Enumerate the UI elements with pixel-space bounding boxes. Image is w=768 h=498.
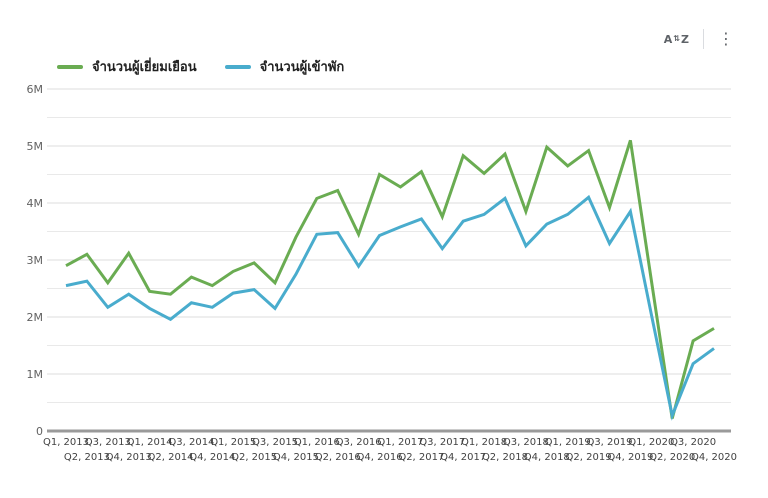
y-axis-tick-label: 2M xyxy=(27,311,44,324)
x-axis-tick-label: Q2, 2017 xyxy=(398,452,444,463)
legend-item-guests[interactable]: จำนวนผู้เข้าพัก xyxy=(224,56,345,77)
x-axis-tick-label: Q3, 2016 xyxy=(336,437,382,448)
y-axis-tick-label: 4M xyxy=(27,197,44,210)
x-axis-tick-label: Q1, 2016 xyxy=(294,437,340,448)
x-axis-tick-label: Q2, 2016 xyxy=(315,452,361,463)
x-axis-tick-label: Q1, 2013 xyxy=(43,437,89,448)
x-axis-tick-label: Q2, 2019 xyxy=(566,452,612,463)
sort-letter-z: Z xyxy=(681,32,689,46)
x-axis-tick-label: Q4, 2016 xyxy=(357,452,403,463)
series-line-visitors[interactable] xyxy=(65,139,715,419)
x-axis-tick-label: Q2, 2018 xyxy=(482,452,528,463)
kebab-menu-icon[interactable]: ⋮ xyxy=(714,29,738,49)
x-axis-tick-label: Q2, 2020 xyxy=(649,452,695,463)
legend-item-visitors[interactable]: จำนวนผู้เยี่ยมเยือน xyxy=(57,56,197,77)
x-axis-tick-label: Q3, 2017 xyxy=(419,437,465,448)
y-axis-tick-label: 5M xyxy=(27,140,44,153)
legend-label-visitors: จำนวนผู้เยี่ยมเยือน xyxy=(92,60,197,75)
x-axis-tick-label: Q4, 2015 xyxy=(273,452,319,463)
x-axis-tick-label: Q1, 2018 xyxy=(461,437,507,448)
y-axis-tick-label: 6M xyxy=(27,83,44,96)
x-axis-tick-label: Q4, 2013 xyxy=(106,452,152,463)
x-axis-tick-label: Q1, 2015 xyxy=(210,437,256,448)
chart-toolbar: A ⇅ Z ⋮ xyxy=(660,26,738,52)
x-axis-tick-label: Q3, 2015 xyxy=(252,437,298,448)
visitors-series-swatch xyxy=(57,64,83,69)
x-axis-tick-label: Q1, 2014 xyxy=(127,437,173,448)
y-axis-tick-label: 0 xyxy=(36,425,43,438)
x-axis-tick-label: Q2, 2013 xyxy=(64,452,110,463)
series-line-guests[interactable] xyxy=(65,194,715,421)
x-axis-tick-label: Q2, 2014 xyxy=(147,452,193,463)
x-axis-tick-label: Q3, 2013 xyxy=(85,437,131,448)
sort-letter-a: A xyxy=(663,32,673,46)
x-axis-tick-label: Q1, 2020 xyxy=(628,437,674,448)
x-axis-tick-label: Q4, 2014 xyxy=(189,452,235,463)
sort-arrows-icon: ⇅ xyxy=(673,34,681,43)
y-axis-tick-label: 1M xyxy=(27,368,44,381)
x-axis-tick-label: Q4, 2020 xyxy=(691,452,737,463)
x-axis-tick-label: Q4, 2018 xyxy=(524,452,570,463)
sort-az-icon[interactable]: A ⇅ Z xyxy=(660,31,693,48)
x-axis-tick-label: Q2, 2015 xyxy=(231,452,277,463)
x-axis-tick-label: Q3, 2020 xyxy=(670,437,716,448)
x-axis-tick-label: Q3, 2014 xyxy=(168,437,214,448)
chart-legend: จำนวนผู้เยี่ยมเยือน จำนวนผู้เข้าพัก xyxy=(57,56,344,77)
x-axis-tick-label: Q4, 2019 xyxy=(607,452,653,463)
legend-label-guests: จำนวนผู้เข้าพัก xyxy=(259,60,345,75)
x-axis-tick-label: Q3, 2019 xyxy=(586,437,632,448)
x-axis-tick-label: Q4, 2017 xyxy=(440,452,486,463)
x-axis-tick-label: Q3, 2018 xyxy=(503,437,549,448)
toolbar-divider xyxy=(703,29,704,49)
x-axis-tick-label: Q1, 2017 xyxy=(377,437,423,448)
y-axis-tick-label: 3M xyxy=(27,254,44,267)
x-axis-tick-label: Q1, 2019 xyxy=(545,437,591,448)
guests-series-swatch xyxy=(224,64,251,69)
